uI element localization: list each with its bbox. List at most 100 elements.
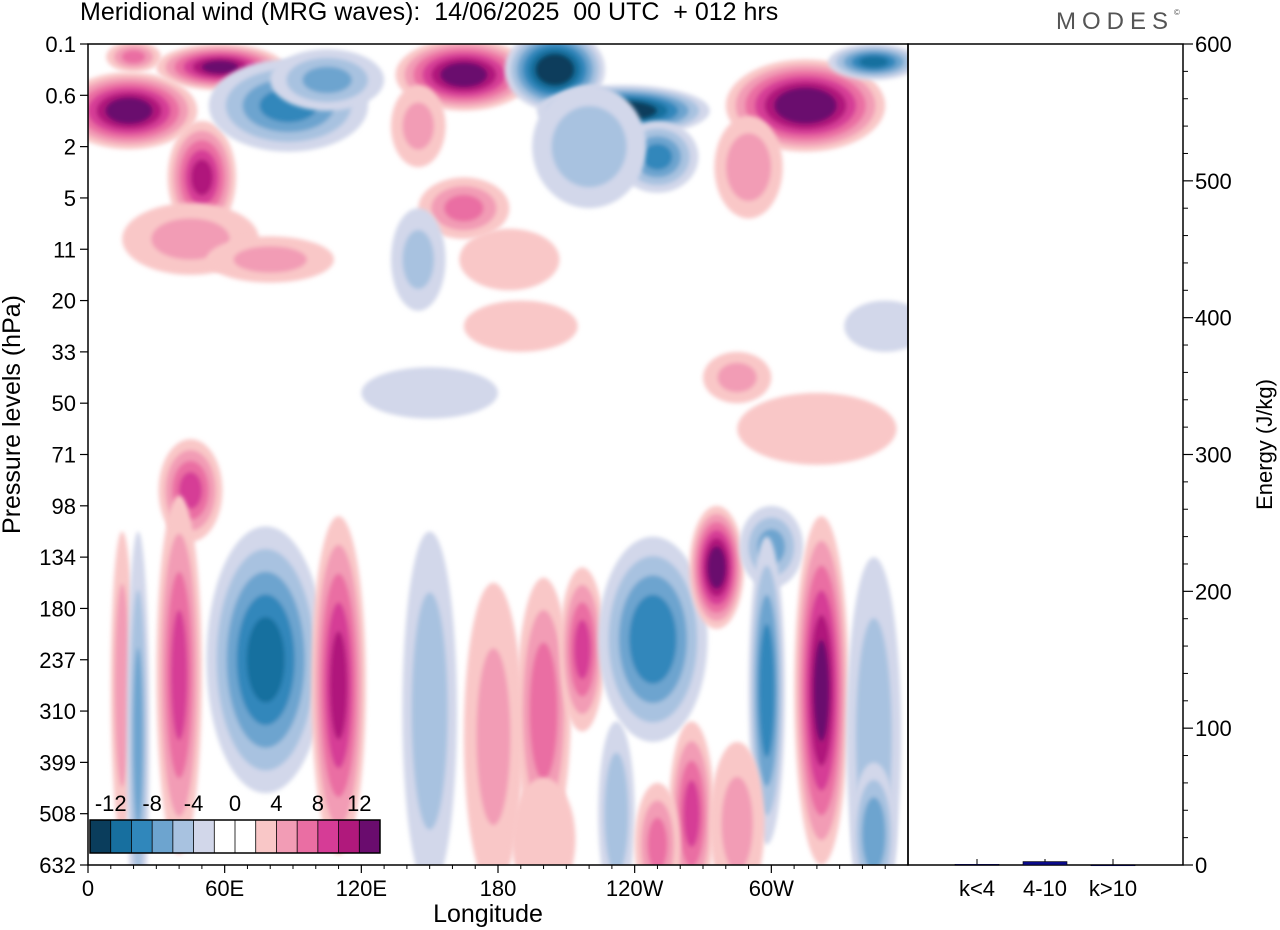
colorbar-label: 8 [312,791,324,816]
contour-blob [390,85,446,168]
y-tick-label: 50 [52,391,76,416]
contour-level [574,619,591,680]
y-tick-label: 11 [53,237,76,262]
colorbar-swatch [172,820,195,853]
contour-level [121,50,146,64]
contour-blob [851,762,897,865]
colorbar-label: -12 [95,791,127,816]
contour-level [721,776,753,865]
contour-blob [748,536,785,845]
colorbar-swatch [338,820,360,853]
contour-level [402,102,434,150]
contour-level [444,194,484,222]
contour-blob [270,49,385,111]
y-tick-label: 237 [39,648,76,673]
colorbar-swatch [214,820,236,853]
colorbar-label: -8 [142,791,162,816]
contour-blob [668,721,715,865]
energy-bars: 0 100 200 300 400 500 600 Energy (J/kg) k<4 4-10 k… [907,32,1277,901]
energy-axis-label: Energy (J/kg) [1252,379,1277,510]
colorbar-swatch [193,820,215,853]
contour-layer [88,44,908,865]
y-tick-label: 399 [39,750,76,775]
contour-blob [559,567,606,732]
contour-level [647,817,668,865]
x-tick-label: 60E [205,876,244,901]
contour-level [844,300,908,352]
contour-blob [689,505,745,629]
contour-blob [598,536,708,742]
contour-level [190,159,213,196]
x-tick-label: 120W [606,876,664,901]
contour-level [361,367,498,419]
x-tick-label: 0 [82,876,94,901]
energy-bar [1090,864,1136,867]
chart-title: Meridional wind (MRG waves): 14/06/2025 … [80,0,779,26]
contour-level [859,56,889,68]
contour-level [411,592,448,830]
colorbar-label: -4 [184,791,204,816]
contour-level [813,639,830,742]
contour-level [246,617,285,703]
contour-blob [634,782,681,865]
energy-category-label: k<4 [959,876,995,901]
colorbar-swatch [131,820,153,853]
colorbar-swatch [297,820,319,853]
contour-level [233,246,307,273]
colorbar-swatch [90,820,112,853]
contour-blob [703,351,772,404]
colorbar: -12 -8 -4 0 4 8 12 [89,791,381,854]
contour-level [114,583,130,788]
contour-level [683,780,700,848]
contour-level [511,777,576,865]
contour-blob [395,44,533,111]
contour-blob [156,495,202,855]
contour-blob [794,516,849,865]
logo-mark: © [1174,8,1180,17]
contour-level [783,93,828,119]
contour-level [529,642,558,780]
contour-level [440,62,488,88]
contour-blob [459,228,560,291]
contour-level [151,218,230,260]
contour-blob [126,531,150,865]
contour-blob [390,208,446,311]
contour-level [707,546,727,589]
contour-level [105,97,153,125]
contour-level [862,797,886,865]
contour-level [459,228,560,291]
contour-level [629,594,677,684]
energy-tick-label: 400 [1195,306,1232,331]
y-tick-label: 2 [64,135,76,160]
colorbar-swatch [317,820,340,853]
contour-blob [844,300,908,352]
contour-level [541,58,569,81]
y-tick-label: 134 [39,545,76,570]
y-tick-label: 20 [52,289,76,314]
energy-category-label: 4-10 [1023,876,1067,901]
colorbar-swatch [276,820,298,853]
contour-blob [206,526,325,794]
contour-blob [106,44,161,73]
contour-level [133,647,144,826]
y-tick-label: 71 [52,443,76,468]
contour-blob [532,85,647,209]
contour-level [642,143,673,170]
x-tick-label: 120E [336,876,387,901]
contour-level [402,230,434,290]
x-tick-label: 60W [749,876,794,901]
energy-tick-label: 500 [1195,169,1232,194]
contour-blob [737,392,897,465]
contour-level [604,752,629,865]
x-axis-label: Longitude [433,900,543,928]
logo-text: MODES [1056,8,1175,35]
contour-level [476,648,511,826]
contour-blob [511,777,576,865]
contour-blob [463,582,524,865]
colorbar-label: 0 [229,791,241,816]
colorbar-label: 4 [270,791,282,816]
contour-level [737,392,897,465]
energy-bar [954,864,1000,866]
contour-level [463,300,578,352]
